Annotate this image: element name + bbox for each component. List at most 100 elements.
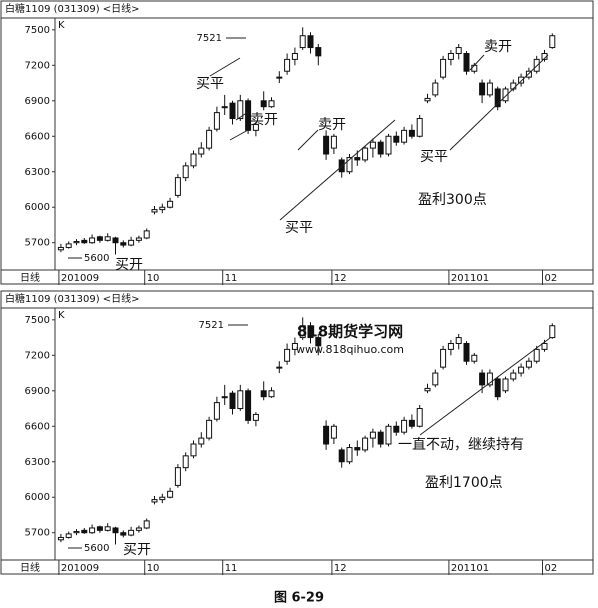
y-tick-label: 5700 [25, 238, 50, 249]
y-tick-label: 6000 [25, 202, 50, 213]
watermark: 818期货学习网 [297, 323, 403, 341]
candle-body [518, 366, 525, 374]
candle-body [252, 123, 259, 131]
x-tick-label: 02 [545, 273, 558, 284]
x-tick-label: 12 [334, 273, 347, 284]
y-tick-label: 6600 [25, 131, 50, 142]
candle-body [471, 354, 478, 362]
candle-body [174, 177, 181, 196]
candle-body [260, 390, 267, 398]
candle-body [73, 241, 80, 244]
candle-body [268, 390, 275, 398]
candle-body [463, 52, 470, 72]
candle-body [416, 118, 423, 137]
candle-body [276, 76, 283, 79]
panel-frame [0, 290, 594, 575]
y-tick-label: 6900 [25, 96, 50, 107]
candle-body [401, 129, 408, 143]
k-label: K [58, 20, 65, 31]
candle-body [96, 236, 103, 241]
annotation: 卖开 [250, 112, 278, 128]
candle-body [143, 230, 150, 239]
candle-body [221, 396, 228, 399]
candle-body [299, 325, 306, 339]
candle-body [518, 76, 525, 84]
candle-body [330, 135, 337, 149]
annotation: 5600 [84, 253, 109, 264]
candle-body [128, 239, 135, 246]
candle-body [346, 447, 353, 463]
guide-line [209, 57, 241, 77]
candle-body [323, 425, 330, 445]
candle-body [502, 378, 509, 392]
candle-body [416, 408, 423, 427]
candle-body [424, 387, 431, 392]
candle-body [315, 337, 322, 347]
candle-body [330, 425, 337, 439]
annotation: 盈利300点 [418, 192, 487, 208]
candle-body [463, 342, 470, 362]
candle-body [198, 437, 205, 445]
annotation: 买平 [285, 220, 313, 236]
candle-body [494, 378, 501, 398]
candle-body [447, 52, 454, 60]
candle-body [237, 100, 244, 120]
panel-title: 白糖1109 (031309) <日线> [5, 292, 140, 305]
annotation: 卖开 [484, 39, 512, 55]
chart-panel: 白糖1109 (031309) <日线> K 日线 5700 6000 6300 6600 6… [0, 0, 594, 285]
y-tick-label: 6000 [25, 492, 50, 503]
candle-body [494, 88, 501, 108]
annotation: 一直不动，继续持有 [398, 436, 524, 453]
candle-body [167, 490, 174, 498]
annotation: 买开 [115, 257, 143, 273]
candle-body [135, 527, 142, 531]
candle-body [198, 147, 205, 155]
candle-body [471, 64, 478, 72]
annotation: 买平 [420, 149, 448, 165]
candle-body [206, 419, 213, 439]
guide-line [419, 337, 551, 436]
candle-body [159, 206, 166, 211]
candle-body [440, 58, 447, 78]
candle-body [143, 520, 150, 529]
candle-body [408, 129, 415, 137]
y-tick-label: 7500 [25, 25, 50, 36]
candle-body [135, 237, 142, 241]
y-tick-label: 6300 [25, 457, 50, 468]
candle-body [159, 496, 166, 501]
panel-frame [0, 0, 594, 285]
candle-body [291, 52, 298, 60]
candle-body [284, 348, 291, 362]
annotation: 盈利1700点 [425, 475, 503, 491]
x-tick-label: 11 [225, 563, 238, 574]
candle-body [369, 431, 376, 439]
candle-body [377, 141, 384, 155]
candle-body [479, 82, 486, 96]
annotation: 买开 [123, 542, 151, 558]
candle-body [229, 392, 236, 410]
candle-body [346, 157, 353, 173]
candle-body [65, 533, 72, 538]
candle-body [479, 372, 486, 386]
candle-body [338, 449, 345, 463]
candle-body [182, 165, 189, 179]
candle-body [354, 447, 361, 451]
annotation: 7521 [197, 33, 222, 44]
candle-body [174, 467, 181, 486]
candle-body [89, 237, 96, 244]
candle-body [393, 135, 400, 143]
candle-body [541, 342, 548, 350]
candle-body [502, 88, 509, 102]
annotation: 5600 [84, 543, 109, 554]
candle-body [424, 97, 431, 102]
candle-body [104, 236, 111, 241]
candle-body [323, 135, 330, 155]
candle-body [57, 246, 64, 251]
candle-body [486, 82, 493, 96]
x-tick-label: 10 [147, 563, 160, 574]
x-tick-label: 201009 [61, 273, 99, 284]
candle-body [525, 360, 532, 368]
x-tick-label: 11 [225, 273, 238, 284]
candle-body [393, 425, 400, 433]
candle-body [362, 147, 369, 161]
